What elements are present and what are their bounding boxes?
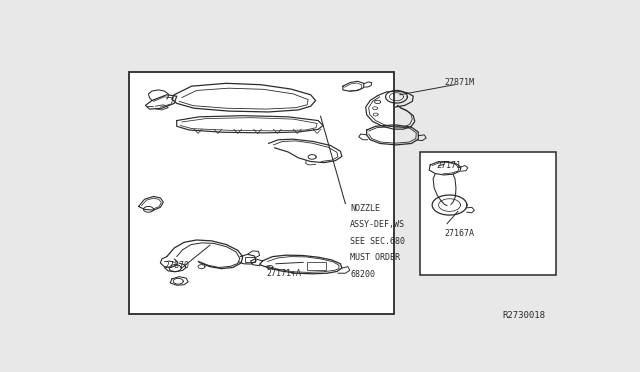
- Text: 68200: 68200: [350, 270, 375, 279]
- Text: 27871M: 27871M: [445, 78, 475, 87]
- Text: 27167A: 27167A: [445, 230, 475, 238]
- Text: SEE SEC.680: SEE SEC.680: [350, 237, 405, 246]
- Text: R2730018: R2730018: [502, 311, 545, 320]
- Bar: [244, 257, 255, 262]
- Text: NOZZLE: NOZZLE: [350, 203, 380, 213]
- Text: 27171: 27171: [436, 161, 461, 170]
- Bar: [420, 152, 556, 275]
- Text: ASSY-DEF,WS: ASSY-DEF,WS: [350, 220, 405, 229]
- Text: 27171+A: 27171+A: [266, 269, 301, 279]
- Bar: [307, 262, 326, 270]
- Text: MUST ORDER: MUST ORDER: [350, 253, 401, 263]
- Text: 27870: 27870: [164, 261, 189, 270]
- Bar: [129, 72, 394, 314]
